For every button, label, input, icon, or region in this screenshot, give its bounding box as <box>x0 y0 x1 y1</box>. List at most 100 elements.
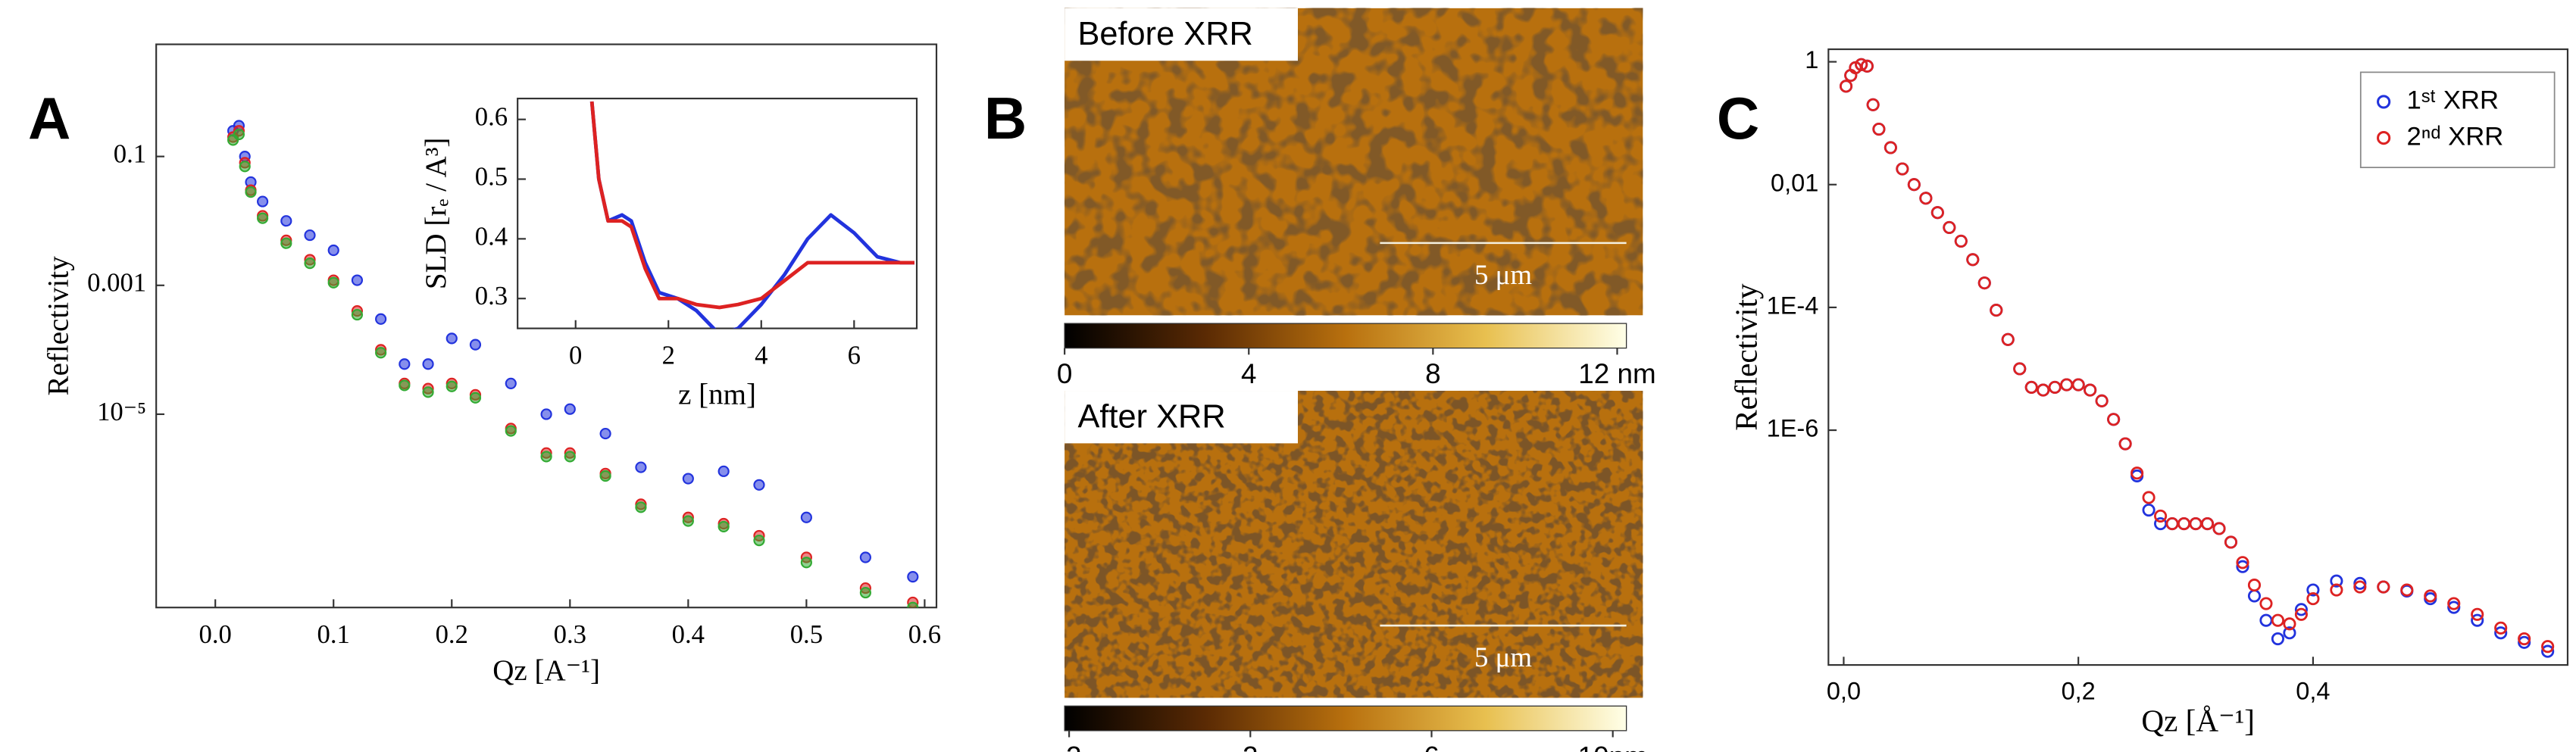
data-point <box>2271 632 2285 646</box>
panel-letter: B <box>984 85 1027 151</box>
data-point <box>907 601 919 608</box>
colorbar-tick-label: 8 <box>1425 358 1441 389</box>
data-point <box>564 451 576 463</box>
data-point <box>1884 141 1897 154</box>
data-point <box>2447 601 2461 614</box>
data-point <box>233 128 245 141</box>
colorbar <box>1064 705 1627 732</box>
data-point <box>2283 626 2296 640</box>
y-tick-label: 0,01 <box>1771 169 1818 196</box>
data-point <box>1930 206 1944 220</box>
data-point <box>1977 276 1991 290</box>
data-point <box>635 461 647 473</box>
plot-area <box>589 101 914 329</box>
data-point <box>635 501 647 513</box>
x-tick-label: 0 <box>569 341 582 370</box>
data-point <box>351 274 364 286</box>
y-tick-label: 1E-6 <box>1767 415 1819 442</box>
image-caption: After XRR <box>1077 398 1225 435</box>
data-point <box>2494 626 2508 640</box>
data-point <box>1839 80 1853 93</box>
data-point <box>2037 383 2050 397</box>
x-axis-label: Qz [Å⁻¹] <box>2141 704 2255 738</box>
data-point <box>2071 378 2085 392</box>
data-point <box>2048 380 2062 394</box>
data-point <box>2471 613 2484 627</box>
data-point <box>280 215 292 227</box>
y-tick-label: 0.6 <box>475 102 508 132</box>
x-axis-label: z [nm] <box>678 379 756 411</box>
data-point <box>2400 583 2414 597</box>
data-point <box>445 380 458 392</box>
data-point <box>540 451 552 463</box>
data-point <box>2236 560 2249 573</box>
y-tick-label: 0.1 <box>114 139 146 169</box>
data-point <box>753 535 765 547</box>
sld-line <box>589 101 914 329</box>
data-point <box>2377 580 2390 594</box>
data-point <box>304 229 316 242</box>
data-point <box>1866 98 1880 111</box>
data-point <box>469 339 482 351</box>
data-point <box>2424 589 2437 603</box>
data-point <box>2283 617 2296 631</box>
legend-box <box>2359 71 2556 169</box>
y-tick-label: 1 <box>1805 46 1818 73</box>
data-point <box>2330 574 2343 588</box>
data-point <box>505 377 517 389</box>
y-tick-label: 0.001 <box>87 268 146 298</box>
data-point <box>245 186 257 198</box>
x-tick-label: 0.6 <box>908 619 941 649</box>
image-caption: Before XRR <box>1077 16 1252 52</box>
data-point <box>1919 192 1933 205</box>
x-tick-label: 0,4 <box>2296 678 2330 705</box>
colorbar-tick-label: 10nm <box>1578 741 1648 752</box>
data-point <box>2471 607 2484 621</box>
colorbar <box>1064 323 1627 349</box>
data-point <box>1907 178 1921 192</box>
data-point <box>2306 592 2320 606</box>
plot-frame <box>1827 48 2569 666</box>
data-point <box>2294 603 2308 616</box>
x-tick-label: 0.0 <box>199 619 232 649</box>
data-point <box>2107 413 2121 426</box>
data-point <box>800 557 812 569</box>
plot-area <box>227 120 919 608</box>
data-point <box>859 551 871 563</box>
x-tick-label: 2 <box>662 341 675 370</box>
caption-box <box>1064 391 1299 444</box>
data-point <box>2353 580 2367 594</box>
data-point <box>2271 613 2285 627</box>
data-point <box>2518 632 2531 646</box>
x-tick-label: 0,2 <box>2062 678 2096 705</box>
data-point <box>375 313 387 325</box>
data-point <box>717 465 730 477</box>
data-point <box>907 571 919 583</box>
data-point <box>422 386 434 398</box>
x-tick-label: 6 <box>848 341 861 370</box>
y-tick-label: 0.5 <box>475 161 508 191</box>
data-point <box>682 473 694 485</box>
y-tick-label: 1E-4 <box>1767 292 1819 319</box>
data-point <box>239 161 251 173</box>
colorbar-tick-label: 6 <box>1424 741 1440 752</box>
data-point <box>304 257 316 270</box>
data-point <box>2541 644 2555 658</box>
y-axis-label: Reflectivity <box>42 256 74 396</box>
data-point <box>2095 394 2109 407</box>
data-point <box>599 470 611 482</box>
colorbar-tick-label: 4 <box>1241 358 1257 389</box>
data-point <box>2024 380 2038 394</box>
data-point <box>859 587 871 599</box>
data-point <box>2118 437 2132 451</box>
data-point <box>682 515 694 527</box>
caption-box <box>1064 8 1299 61</box>
colorbar-tick-label: 0 <box>1057 358 1073 389</box>
panel-letter: A <box>28 85 70 151</box>
legend-label: 1ˢᵗ XRR <box>2406 86 2499 115</box>
data-point <box>422 358 434 370</box>
legend-marker <box>2377 131 2391 145</box>
data-point <box>399 358 411 370</box>
scale-bar-label: 5 μm <box>1474 259 1532 290</box>
